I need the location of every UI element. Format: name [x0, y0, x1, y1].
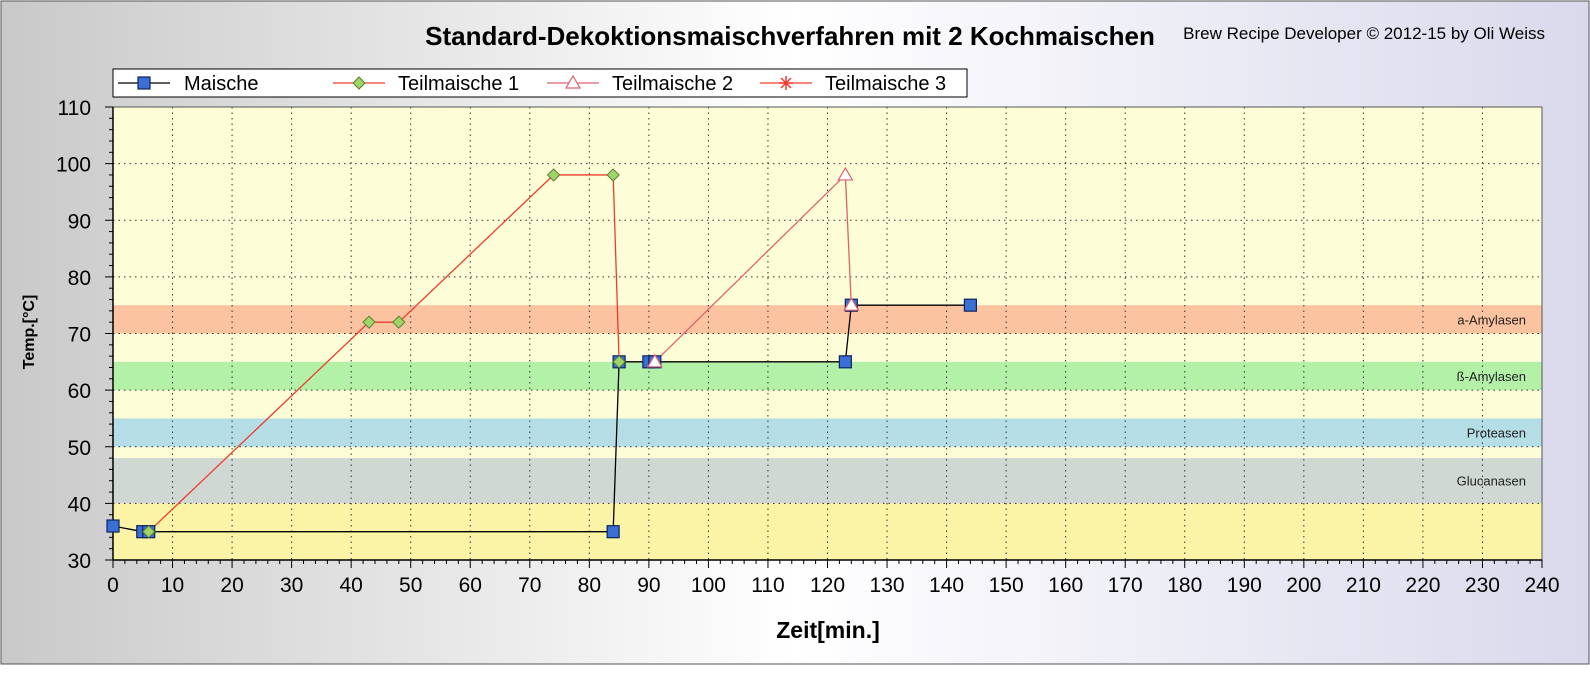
- data-point: [779, 76, 793, 90]
- x-tick-label: 110: [751, 574, 784, 597]
- x-tick-label: 20: [220, 574, 243, 597]
- x-tick-label: 70: [518, 574, 541, 597]
- x-tick-label: 10: [161, 574, 184, 597]
- band-label: a-Amylasen: [1457, 312, 1526, 327]
- legend-box: [112, 68, 968, 98]
- x-tick-label: 50: [399, 574, 422, 597]
- x-tick-label: 30: [280, 574, 303, 597]
- band-label: Glucanasen: [1457, 474, 1526, 489]
- x-tick-label: 160: [1048, 574, 1083, 597]
- data-point: [606, 168, 620, 182]
- data-point: [352, 76, 366, 90]
- x-tick-label: 60: [459, 574, 482, 597]
- legend-label: Teilmaische 1: [398, 73, 519, 95]
- y-tick-label: 30: [68, 550, 91, 573]
- data-point: [646, 353, 663, 368]
- y-tick-label: 110: [58, 97, 91, 120]
- data-point: [837, 166, 854, 181]
- x-tick-label: 170: [1108, 574, 1143, 597]
- x-tick-label: 120: [810, 574, 845, 597]
- x-tick-label: 230: [1465, 574, 1500, 597]
- data-point: [137, 76, 151, 90]
- x-axis-label: Zeit[min.]: [776, 617, 880, 643]
- y-tick-label: 50: [68, 437, 91, 460]
- band-label: Proteasen: [1467, 426, 1526, 441]
- x-tick-label: 80: [578, 574, 601, 597]
- data-point: [564, 74, 582, 89]
- data-point: [606, 525, 620, 539]
- data-point: [142, 524, 156, 539]
- y-tick-label: 90: [68, 210, 91, 233]
- data-point: [843, 296, 860, 311]
- y-tick-label: 60: [68, 380, 91, 403]
- x-tick-label: 150: [989, 574, 1024, 597]
- y-tick-label: 80: [68, 267, 91, 290]
- x-tick-label: 200: [1286, 574, 1321, 597]
- x-tick-label: 90: [637, 574, 660, 597]
- y-tick-label: 40: [68, 493, 91, 516]
- x-tick-label: 220: [1405, 574, 1440, 597]
- x-tick-label: 190: [1227, 574, 1262, 597]
- data-point: [963, 298, 978, 312]
- x-tick-label: 210: [1346, 574, 1381, 597]
- x-tick-label: 100: [691, 574, 726, 597]
- x-tick-label: 130: [870, 574, 905, 597]
- x-tick-label: 240: [1524, 574, 1559, 597]
- x-tick-label: 180: [1167, 574, 1202, 597]
- legend-label: Maische: [184, 73, 258, 95]
- band-label: ß-Amylasen: [1457, 369, 1526, 384]
- legend-label: Teilmaische 2: [612, 73, 733, 95]
- data-point: [838, 355, 852, 369]
- x-tick-label: 140: [929, 574, 964, 597]
- series-line: [148, 174, 620, 533]
- data-point: [612, 355, 626, 369]
- data-point: [392, 315, 406, 329]
- band: [113, 305, 1542, 334]
- chart-title: Standard-Dekoktionsmaischverfahren mit 2…: [425, 21, 1155, 51]
- data-point: [362, 315, 376, 329]
- y-axis-label: Temp.[°C]: [21, 295, 38, 370]
- x-tick-label: 0: [107, 574, 119, 597]
- y-tick-label: 70: [68, 324, 91, 347]
- data-point: [106, 519, 120, 533]
- data-point: [546, 168, 561, 182]
- credit-text: Brew Recipe Developer © 2012-15 by Oli W…: [1183, 24, 1545, 43]
- x-tick-label: 40: [339, 574, 362, 597]
- y-tick-label: 100: [56, 154, 91, 177]
- legend-label: Teilmaische 3: [825, 73, 946, 95]
